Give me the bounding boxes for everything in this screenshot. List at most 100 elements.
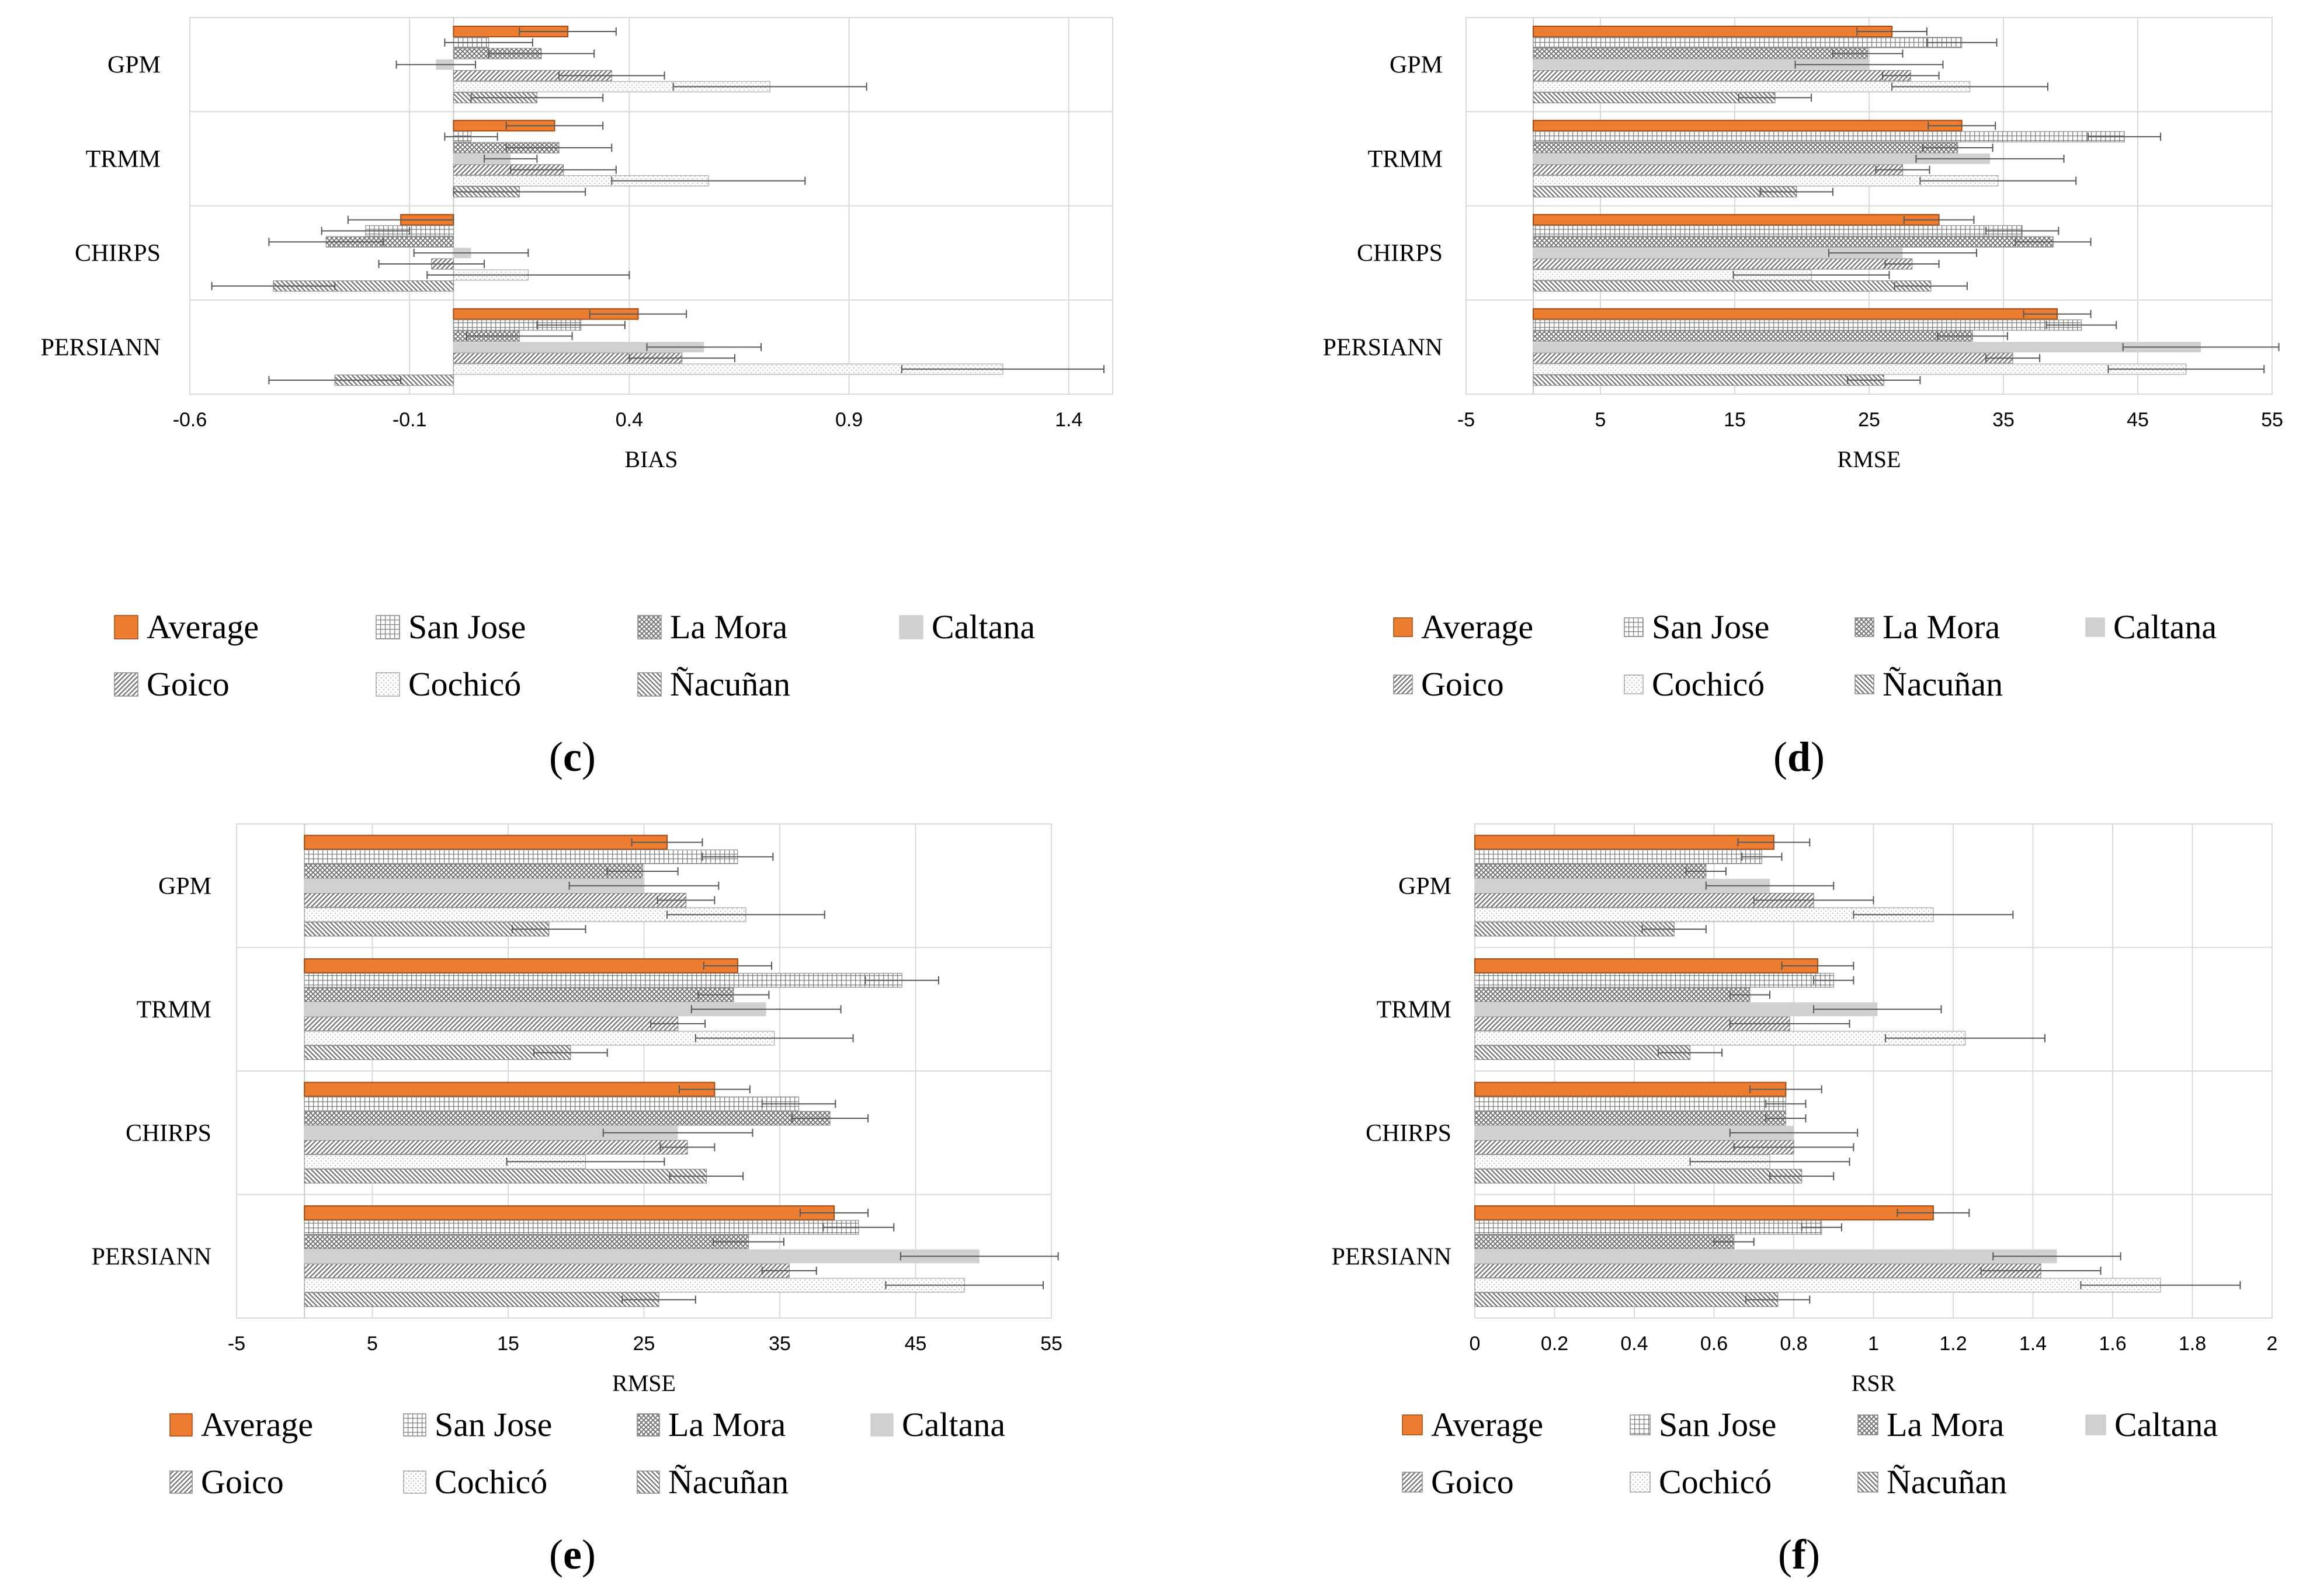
bar-la-mora-persiann xyxy=(1474,1234,1735,1249)
legend-label: Goico xyxy=(1431,1463,1514,1501)
x-axis-title: RMSE xyxy=(612,1370,676,1396)
x-tick-label: 2 xyxy=(2267,1333,2278,1355)
legend-item-average: Average xyxy=(1393,607,1533,646)
x-tick-label: 1.6 xyxy=(2099,1333,2126,1355)
bar-goico-trmm xyxy=(304,1016,679,1031)
bar-caltana-chirps xyxy=(304,1125,678,1140)
bar-average-gpm xyxy=(304,834,668,850)
x-tick-label: 1.8 xyxy=(2179,1333,2206,1355)
bar-la-mora-chirps xyxy=(1533,236,2054,248)
bar-average-chirps xyxy=(1533,214,1940,226)
x-tick-label: 0.9 xyxy=(835,409,863,431)
legend-item-san-jose: San Jose xyxy=(403,1405,552,1444)
bar--acu-an-chirps xyxy=(1533,280,1932,292)
category-label: PERSIANN xyxy=(1332,1243,1451,1270)
legend-swatch xyxy=(1393,617,1413,637)
bar-cochic--persiann xyxy=(1533,363,2187,375)
x-tick-label: 45 xyxy=(905,1333,927,1355)
legend-label: Ñacuñan xyxy=(1883,665,2003,703)
bar-goico-persiann xyxy=(1474,1263,2041,1278)
bar-caltana-chirps xyxy=(1533,248,1903,259)
bar-average-gpm xyxy=(1533,26,1893,37)
x-tick-label: 5 xyxy=(367,1333,378,1355)
legend-item-la-mora: La Mora xyxy=(637,1405,786,1444)
legend-label: San Jose xyxy=(408,608,526,646)
bar-san-jose-chirps xyxy=(304,1096,800,1111)
bar-san-jose-chirps xyxy=(1474,1096,1786,1111)
category-label: PERSIANN xyxy=(1323,334,1443,361)
x-tick-label: 15 xyxy=(497,1333,519,1355)
category-label: TRMM xyxy=(86,146,161,173)
bar-average-trmm xyxy=(1533,120,1963,132)
category-label: CHIRPS xyxy=(75,240,161,267)
legend-swatch xyxy=(1402,1414,1423,1435)
bar-caltana-gpm xyxy=(1475,878,1770,893)
legend-swatch xyxy=(2085,1414,2106,1435)
bar-la-mora-trmm xyxy=(1474,987,1751,1002)
x-tick-label: 1.2 xyxy=(1939,1333,1967,1355)
bar-goico-persiann xyxy=(304,1263,790,1278)
legend-label: Cochicó xyxy=(1659,1463,1772,1501)
panel-f-rsr-chart: 0 0.2 0.4 0.6 0.8 1 1.2 1.4 1.6 1.8 2 GPM TRMM CHIRPS… xyxy=(1156,798,2313,1596)
bar-caltana-persiann xyxy=(453,342,704,353)
legend-label: Average xyxy=(1431,1406,1544,1444)
x-tick-label: 35 xyxy=(769,1333,791,1355)
bar-cochic--persiann xyxy=(304,1278,965,1293)
bar-average-persiann xyxy=(304,1205,835,1221)
rmse-chart-svg-d: -5 5 15 25 35 45 55 GPM TRMM CHIRPS PERSIANN RMSE xyxy=(1323,17,2283,472)
bar-caltana-gpm xyxy=(304,878,644,893)
x-tick-label: 0.2 xyxy=(1541,1333,1568,1355)
legend-swatch xyxy=(1857,1471,1878,1493)
x-tick-label: 0 xyxy=(1470,1333,1481,1355)
bar-average-gpm xyxy=(1474,834,1774,850)
bar--acu-an-persiann xyxy=(1474,1292,1779,1308)
legend-item-la-mora: La Mora xyxy=(1857,1405,2004,1444)
category-label: PERSIANN xyxy=(92,1243,211,1270)
bar-caltana-trmm xyxy=(453,153,511,164)
panel-caption-d: (d) xyxy=(1773,733,1825,780)
x-tick-label: 5 xyxy=(1595,409,1606,431)
x-tick-label: 0.8 xyxy=(1780,1333,1807,1355)
category-label: GPM xyxy=(1390,52,1443,79)
legend-label: Ñacuñan xyxy=(1887,1463,2008,1501)
legend-item-caltana: Caltana xyxy=(899,607,1035,646)
bar-san-jose-trmm xyxy=(304,973,902,988)
legend-label: La Mora xyxy=(670,608,788,646)
legend-swatch xyxy=(403,1413,426,1437)
legend-swatch xyxy=(1624,617,1644,637)
legend-item-goico: Goico xyxy=(114,665,230,704)
bar-average-trmm xyxy=(304,958,738,973)
bar-san-jose-gpm xyxy=(1474,849,1762,864)
x-tick-label: -0.6 xyxy=(173,409,207,431)
x-tick-label: 25 xyxy=(633,1333,655,1355)
bar-la-mora-chirps xyxy=(304,1111,831,1126)
bar-la-mora-gpm xyxy=(1533,48,1869,60)
bar-caltana-persiann xyxy=(1475,1249,2057,1264)
x-tick-label: 1.4 xyxy=(1055,409,1082,431)
legend-item-caltana: Caltana xyxy=(2085,607,2217,646)
legend-item-goico: Goico xyxy=(1393,665,1504,704)
category-label: CHIRPS xyxy=(1357,240,1443,267)
legend-item-average: Average xyxy=(1402,1405,1543,1444)
legend-label: Cochicó xyxy=(435,1463,548,1501)
legend-item--acu-an: Ñacuñan xyxy=(637,1462,789,1501)
panel-e-rmse-chart: -5 5 15 25 35 45 55 GPM TRMM CHIRPS PERSIANN RMSE A… xyxy=(0,798,1156,1596)
legend-item-cochic-: Cochicó xyxy=(1630,1462,1772,1501)
x-axis-title: BIAS xyxy=(624,446,678,472)
bar-goico-chirps xyxy=(1533,258,1913,270)
legend-label: Goico xyxy=(1421,665,1504,703)
bar-caltana-persiann xyxy=(1533,342,2201,353)
legend-item-cochic-: Cochicó xyxy=(376,665,521,704)
bar-goico-trmm xyxy=(1533,164,1904,176)
bar-la-mora-trmm xyxy=(1533,142,1958,154)
category-label: PERSIANN xyxy=(41,334,161,361)
legend-swatch xyxy=(1630,1471,1651,1493)
bar--acu-an-chirps xyxy=(304,1169,707,1184)
legend-label: Average xyxy=(1421,608,1534,646)
x-tick-label: 55 xyxy=(2261,409,2283,431)
legend-item-cochic-: Cochicó xyxy=(1624,665,1765,704)
legend-item-goico: Goico xyxy=(169,1462,284,1501)
legend-item-san-jose: San Jose xyxy=(1624,607,1769,646)
legend-label: Average xyxy=(147,608,259,646)
legend-swatch xyxy=(1854,617,1874,637)
